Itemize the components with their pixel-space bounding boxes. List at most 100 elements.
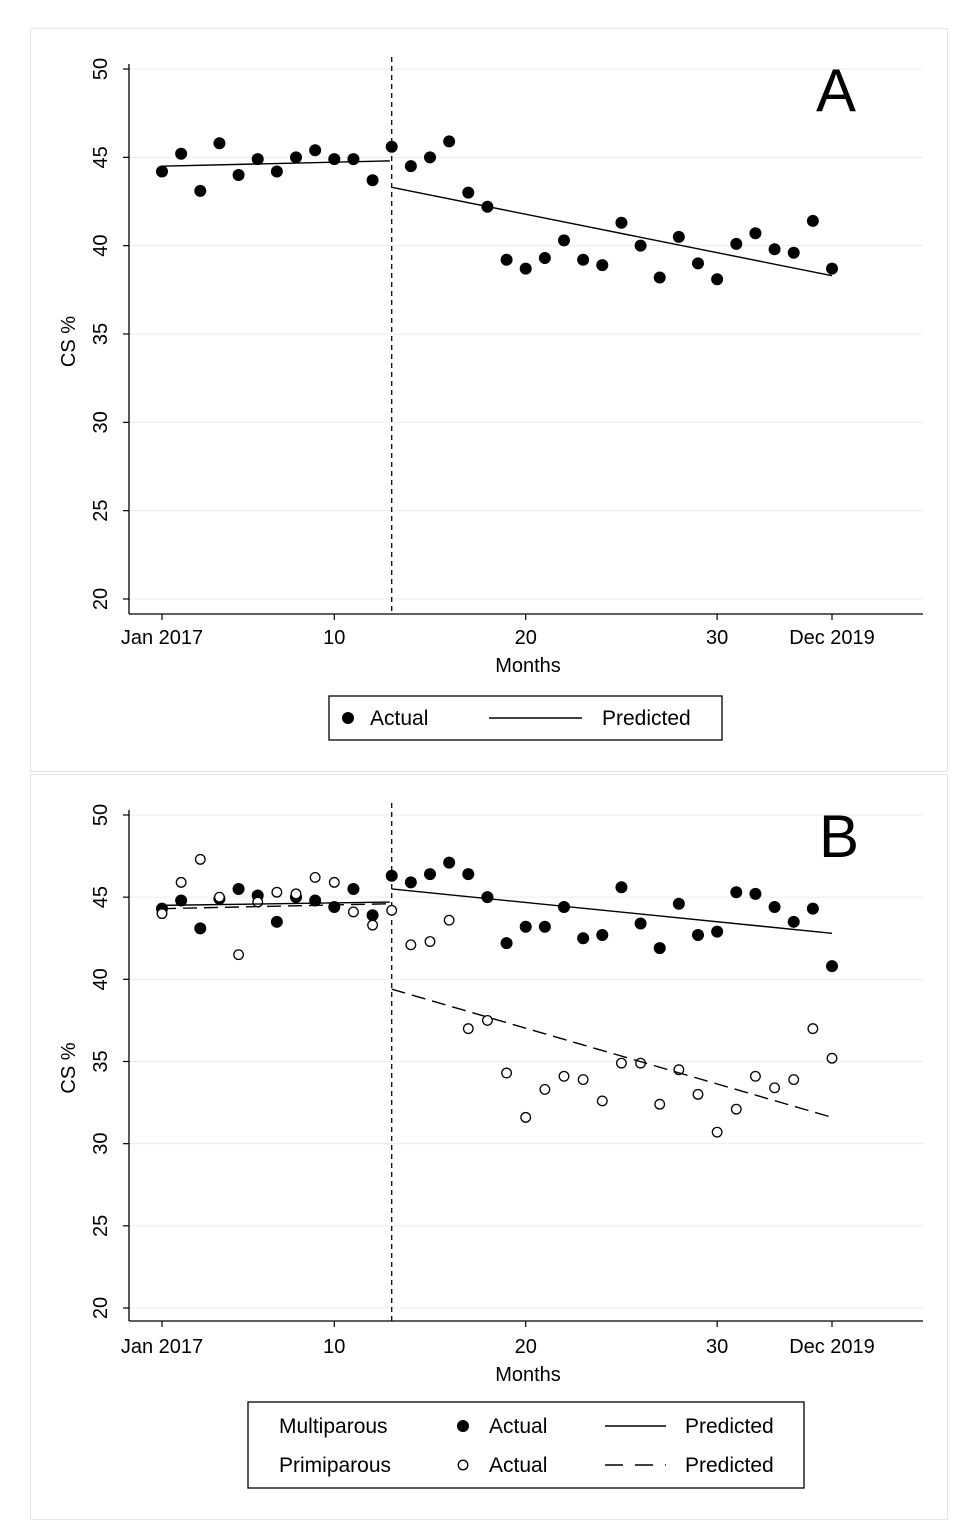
actual-point-series [424,151,436,164]
actual-point-multiparous [481,891,494,904]
actual-point-series [730,237,743,250]
actual-point-primiparous [252,896,264,908]
predicted-line-series-pre [161,160,390,167]
actual-point-multiparous [730,886,743,899]
actual-point-multiparous [385,869,398,882]
actual-point-primiparous [405,939,417,951]
actual-point-multiparous [558,901,570,914]
actual-point-series [404,160,417,173]
actual-point-multiparous [270,915,283,928]
actual-point-series [672,230,685,243]
actual-point-series [634,239,647,252]
legend-marker-actual-multiparous [457,1420,469,1432]
actual-point-multiparous [787,915,800,928]
actual-point-series [175,147,188,160]
actual-point-series [232,169,245,181]
actual-point-series [156,165,168,178]
actual-point-primiparous [520,1111,532,1123]
actual-point-series [385,140,398,153]
y-tick-label-30: 30 [90,411,112,433]
x-tick-label: 30 [706,1336,728,1358]
predicted-line-multiparous-pre [161,901,390,907]
y-tick-label-20: 20 [90,588,112,610]
actual-point-series [577,253,590,266]
y-tick-label-25: 25 [90,1215,112,1237]
actual-point-primiparous [347,906,359,918]
actual-point-primiparous [233,949,245,961]
actual-point-primiparous [156,908,168,920]
x-tick-label: Jan 2017 [121,627,203,649]
actual-point-multiparous [711,925,724,938]
legend-label-predicted: Predicted [602,707,691,730]
actual-point-multiparous [443,856,456,869]
actual-point-multiparous [672,897,685,910]
x-tick-label: Jan 2017 [121,1336,203,1358]
actual-point-multiparous [806,902,819,915]
x-tick-label: Dec 2019 [789,627,875,649]
legend-label-actual-multiparous: Actual [489,1415,547,1438]
actual-point-multiparous [596,928,609,941]
actual-point-primiparous [367,919,379,931]
actual-point-series [768,243,781,256]
actual-point-primiparous [654,1098,666,1110]
actual-point-primiparous [213,891,225,903]
y-tick-label-50: 50 [90,58,112,80]
actual-point-primiparous [692,1088,704,1100]
predicted-line-primiparous-post [391,988,833,1119]
actual-point-primiparous [443,914,455,926]
predicted-line-primiparous-pre [161,903,390,910]
actual-point-series [749,227,762,240]
actual-point-primiparous [788,1074,800,1086]
y-tick-label-50: 50 [90,804,112,826]
actual-point-multiparous [424,868,436,881]
y-tick-label-40: 40 [90,968,112,990]
x-tick-label: 20 [515,1336,537,1358]
chart-panel-b: 20 25 30 35 40 45 50 Jan 2017 10 20 30 Dec 2019 Mont… [30,774,948,1520]
actual-point-multiparous [328,901,341,914]
actual-point-primiparous [807,1023,819,1035]
x-tick-label: Dec 2019 [789,1336,875,1358]
actual-point-primiparous [577,1074,589,1086]
y-tick-label-25: 25 [90,500,112,522]
actual-point-series [270,165,283,178]
actual-point-series [692,257,704,270]
legend-label-actual: Actual [370,707,428,730]
legend-label-actual-primiparous: Actual [489,1454,547,1477]
actual-point-primiparous [175,876,187,888]
actual-point-multiparous [615,881,628,894]
legend-marker-actual-primiparous [457,1459,469,1471]
y-axis-title: CS % [58,316,80,367]
y-tick-label-30: 30 [90,1133,112,1155]
y-tick-label-35: 35 [90,1050,112,1072]
actual-point-series [500,253,513,266]
actual-point-primiparous [481,1014,493,1026]
actual-point-primiparous [539,1083,551,1095]
actual-point-series [443,135,456,148]
x-axis-title: Months [495,1364,561,1386]
predicted-line-multiparous-post [391,888,833,935]
actual-point-primiparous [615,1057,627,1069]
actual-point-series [519,262,532,275]
y-tick-label-45: 45 [90,146,112,168]
actual-point-series [596,259,609,272]
legend-group-primiparous: Primiparous [279,1454,391,1477]
actual-point-primiparous [558,1070,570,1082]
x-tick-label: 20 [515,627,537,649]
actual-point-series [194,184,207,197]
actual-point-series [558,234,570,247]
actual-point-primiparous [290,888,302,900]
legend-box [247,1401,805,1489]
legend-group-multiparous: Multiparous [279,1415,388,1438]
actual-point-multiparous [347,882,360,895]
panel-label: B [819,803,859,870]
actual-point-multiparous [175,894,188,907]
actual-point-multiparous [404,876,417,889]
actual-point-series [213,137,226,150]
y-axis-title: CS % [58,1042,80,1093]
actual-point-multiparous [749,887,762,900]
panel-label: A [816,57,856,124]
actual-point-series [826,262,838,275]
actual-point-multiparous [194,922,207,935]
actual-point-series [328,153,341,166]
actual-point-series [290,151,302,164]
